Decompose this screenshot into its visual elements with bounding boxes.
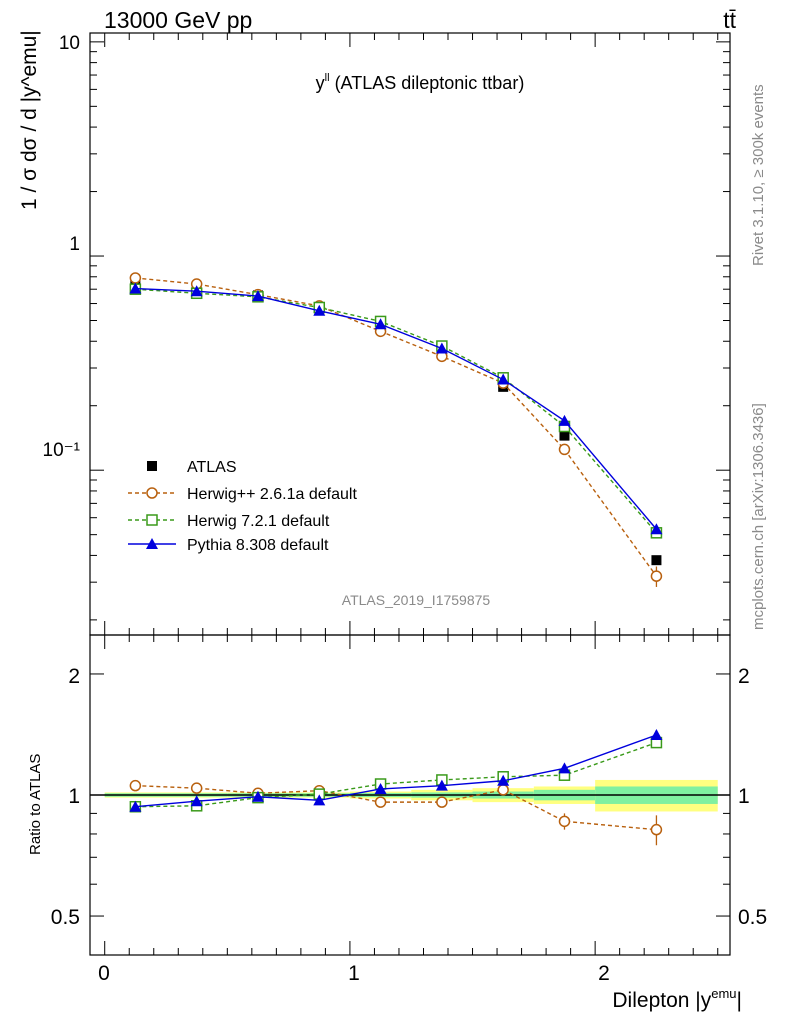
mcplots-label: mcplots.cern.ch [arXiv:1306.3436] <box>750 403 767 630</box>
title-superscript: ll <box>325 72 330 84</box>
herwigpp-point <box>129 272 142 284</box>
x-axis-label: Dilepton |yemu| <box>612 986 742 1012</box>
pythia-point <box>313 304 326 316</box>
pythia-ratio-point <box>435 779 448 791</box>
legend-marker-herwig7 <box>146 514 158 526</box>
pythia-point <box>374 318 387 330</box>
ratio-y-tick-label-right: 1 <box>738 785 750 808</box>
herwigpp-point <box>650 570 663 582</box>
legend-marker-herwigpp <box>146 487 158 499</box>
herwigpp-ratio-point <box>436 796 448 808</box>
main-y-tick-label: 10 <box>59 33 80 54</box>
ratio-y-axis-label: Ratio to ATLAS <box>27 754 44 855</box>
legend-label-herwig7: Herwig 7.2.1 default <box>187 513 330 530</box>
pythia-point <box>650 523 663 535</box>
legend-marker-pythia <box>146 538 158 549</box>
pythia-ratio-point <box>374 782 387 794</box>
ratio-y-tick-label-right: 2 <box>738 665 750 688</box>
pythia-point <box>435 342 448 354</box>
x-axis-label-main: Dilepton |y <box>612 989 711 1012</box>
main-y-tick-label: 10⁻¹ <box>43 440 81 461</box>
herwigpp-ratio-point <box>129 779 142 792</box>
x-tick-label: 0 <box>98 962 110 985</box>
title-main-text: y <box>316 73 325 93</box>
ratio-y-tick-label: 2 <box>68 665 80 688</box>
analysis-id-label: ATLAS_2019_I1759875 <box>342 592 491 608</box>
herwigpp-ratio-point <box>558 815 571 828</box>
herwigpp-ratio-point <box>190 782 203 794</box>
x-axis-label-end: | <box>737 989 742 1012</box>
pythia-ratio-point <box>251 790 264 802</box>
herwigpp-ratio-point <box>374 796 387 808</box>
pythia-ratio-point <box>497 774 510 786</box>
pythia-point <box>129 282 142 294</box>
pythia-ratio-point <box>558 762 571 774</box>
rivet-version-label: Rivet 3.1.10, ≥ 300k events <box>750 84 767 266</box>
data-point <box>559 430 570 441</box>
pythia-ratio-point <box>313 794 326 806</box>
legend-label-pythia: Pythia 8.308 default <box>187 537 329 554</box>
ratio-y-tick-label-right: 0.5 <box>738 906 767 929</box>
legend-label-herwigpp: Herwig++ 2.6.1a default <box>187 486 357 503</box>
main-y-tick-label: 1 <box>69 234 80 255</box>
main-plot-title: yll (ATLAS dileptonic ttbar) <box>316 72 525 93</box>
main-panel-frame <box>89 32 731 636</box>
pythia-ratio-point <box>190 795 203 807</box>
pythia-point <box>251 290 264 302</box>
process-label: tt̄ <box>723 7 736 33</box>
energy-label: 13000 GeV pp <box>104 7 252 33</box>
title-rest-text: (ATLAS dileptonic ttbar) <box>330 73 525 93</box>
herwigpp-line <box>135 277 658 577</box>
herwigpp-ratio-point <box>650 823 663 836</box>
chart-geometry <box>89 32 731 956</box>
pythia-ratio-point <box>650 729 663 741</box>
herwigpp-point <box>558 443 571 456</box>
main-y-axis-label: 1 / σ dσ / d |y^emu| <box>18 30 41 210</box>
data-point <box>651 555 662 566</box>
legend-marker-data <box>147 461 157 471</box>
herwigpp-ratio-point <box>497 784 509 796</box>
pythia-point <box>558 414 571 426</box>
pythia-ratio-point <box>129 800 142 812</box>
x-tick-label: 1 <box>348 962 360 985</box>
ratio-y-tick-label: 1 <box>68 785 80 808</box>
ratio-y-tick-label: 0.5 <box>51 906 80 929</box>
x-tick-label: 2 <box>598 962 610 985</box>
pythia-point <box>190 285 203 297</box>
x-axis-label-superscript: emu <box>711 986 736 1001</box>
legend-label-atlas: ATLAS <box>187 459 237 476</box>
pythia-point <box>497 373 510 385</box>
